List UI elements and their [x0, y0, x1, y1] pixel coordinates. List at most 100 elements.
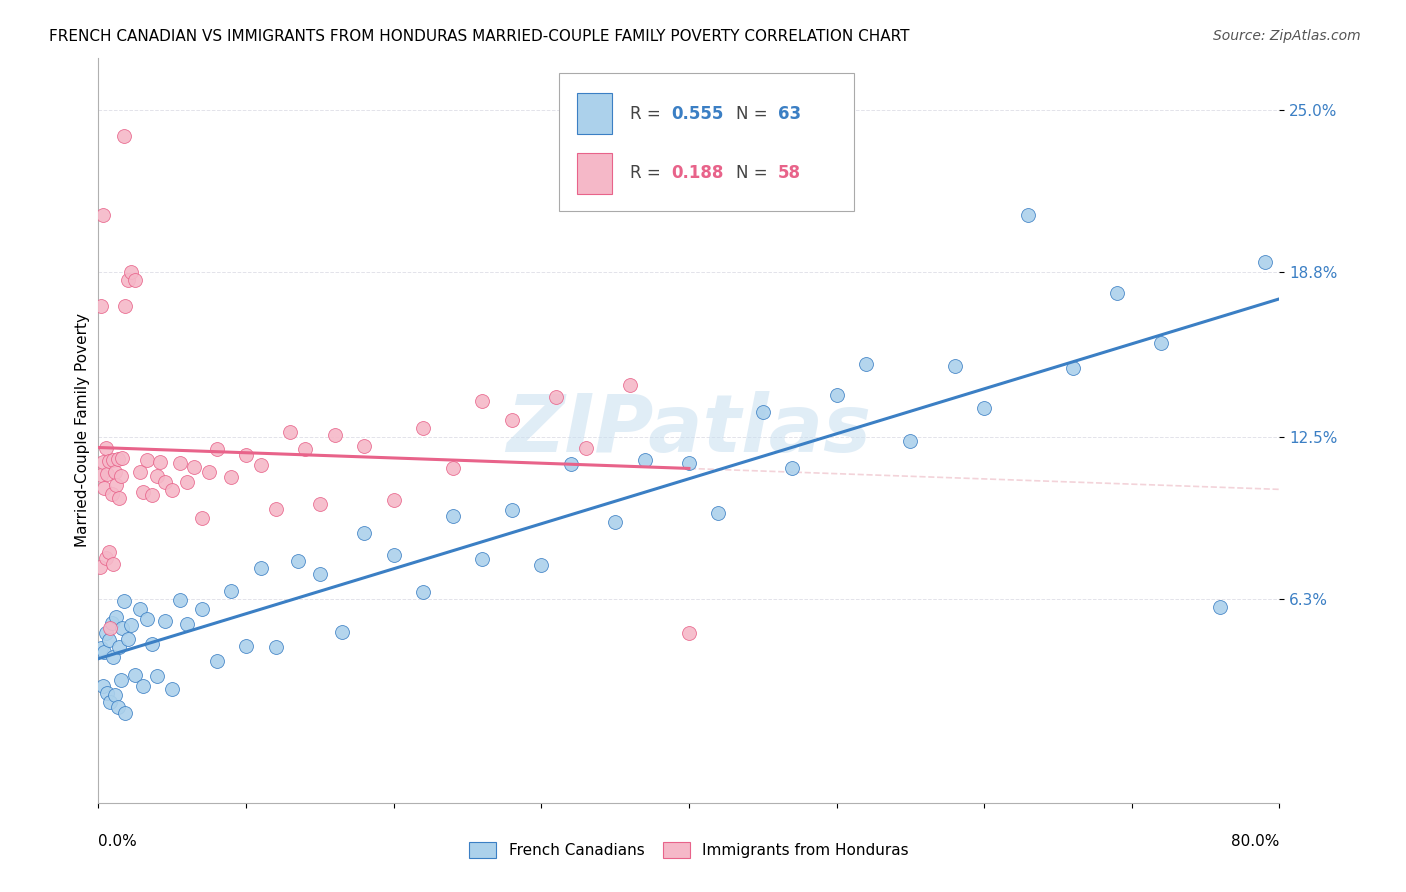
Point	[501, 502, 523, 516]
Point	[191, 510, 214, 524]
Point	[309, 567, 332, 582]
Point	[235, 448, 257, 462]
Point	[973, 401, 995, 416]
Point	[575, 441, 598, 455]
Text: 0.0%: 0.0%	[98, 834, 138, 849]
Point	[153, 614, 176, 628]
Point	[114, 299, 136, 313]
Point	[382, 492, 405, 507]
Point	[141, 637, 163, 651]
Point	[221, 470, 243, 484]
Point	[501, 413, 523, 427]
Point	[1062, 360, 1084, 375]
Point	[619, 378, 641, 392]
Text: 58: 58	[778, 164, 800, 183]
Point	[1254, 254, 1277, 268]
Point	[235, 639, 257, 653]
Point	[323, 427, 346, 442]
Text: ZIPatlas: ZIPatlas	[506, 392, 872, 469]
Point	[221, 583, 243, 598]
Point	[1150, 336, 1173, 351]
Point	[112, 594, 135, 608]
Point	[90, 640, 112, 655]
Point	[309, 497, 332, 511]
Point	[900, 434, 922, 448]
Point	[250, 561, 273, 575]
Point	[153, 475, 176, 489]
Point	[117, 273, 139, 287]
Point	[132, 679, 155, 693]
Text: R =: R =	[630, 105, 666, 123]
Point	[111, 621, 134, 635]
Point	[205, 442, 228, 456]
Y-axis label: Married-Couple Family Poverty: Married-Couple Family Poverty	[75, 313, 90, 548]
Point	[149, 455, 172, 469]
Point	[97, 632, 120, 647]
Point	[825, 388, 848, 402]
Text: N =: N =	[737, 105, 773, 123]
Point	[855, 357, 877, 371]
Point	[782, 460, 804, 475]
Point	[707, 506, 730, 520]
Point	[90, 468, 112, 483]
Point	[176, 475, 198, 489]
Point	[103, 452, 125, 467]
Point	[114, 706, 136, 720]
Point	[353, 526, 375, 541]
Point	[128, 601, 150, 615]
Point	[280, 425, 302, 439]
Point	[412, 584, 434, 599]
Point	[100, 487, 122, 501]
Point	[162, 682, 183, 697]
Legend: French Canadians, Immigrants from Honduras: French Canadians, Immigrants from Hondur…	[461, 835, 917, 866]
Point	[330, 625, 353, 640]
Point	[1209, 599, 1232, 614]
Point	[91, 455, 114, 469]
Text: 63: 63	[778, 105, 800, 123]
Point	[94, 626, 117, 640]
Point	[96, 686, 118, 700]
Point	[943, 359, 966, 373]
Point	[441, 460, 464, 475]
Point	[136, 612, 159, 626]
Point	[124, 273, 146, 287]
Point	[353, 439, 375, 453]
Point	[205, 654, 228, 668]
Point	[120, 617, 142, 632]
Point	[90, 299, 112, 313]
Point	[146, 468, 169, 483]
Point	[1018, 208, 1040, 222]
Point	[96, 467, 118, 481]
Point	[111, 450, 134, 465]
Point	[176, 617, 198, 632]
Point	[105, 609, 128, 624]
Point	[471, 393, 494, 408]
Bar	[576, 94, 612, 135]
Point	[678, 456, 700, 470]
Point	[141, 488, 163, 502]
Point	[100, 616, 122, 631]
Text: 0.188: 0.188	[671, 164, 724, 183]
Text: Source: ZipAtlas.com: Source: ZipAtlas.com	[1213, 29, 1361, 43]
Point	[103, 558, 125, 572]
Point	[104, 689, 127, 703]
Point	[752, 405, 775, 419]
Point	[104, 466, 127, 480]
Point	[107, 451, 129, 466]
Point	[412, 420, 434, 434]
Point	[94, 551, 117, 566]
Text: 80.0%: 80.0%	[1232, 834, 1279, 849]
Point	[530, 558, 553, 572]
Point	[89, 560, 111, 574]
Point	[264, 640, 287, 654]
Point	[250, 458, 273, 472]
Point	[441, 509, 464, 524]
Point	[120, 265, 142, 279]
Point	[471, 551, 494, 566]
Point	[634, 452, 657, 467]
Point	[112, 129, 135, 144]
Point	[169, 456, 191, 470]
Point	[94, 442, 117, 456]
Point	[128, 465, 150, 479]
Point	[110, 673, 132, 688]
